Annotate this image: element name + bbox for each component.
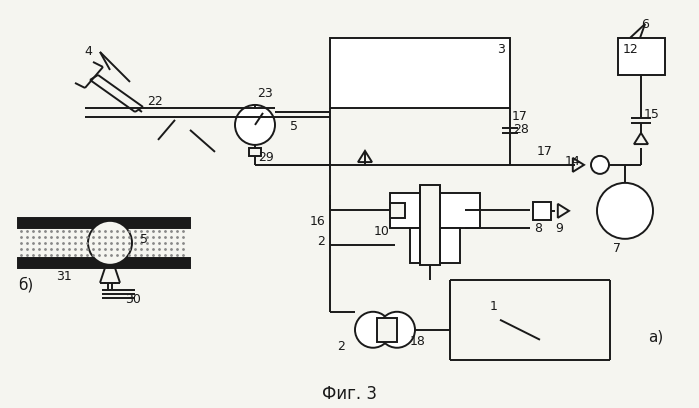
Text: 6: 6 (641, 18, 649, 31)
Text: 17: 17 (512, 110, 528, 123)
Circle shape (597, 183, 653, 239)
Text: Фиг. 3: Фиг. 3 (322, 385, 377, 403)
Circle shape (591, 156, 609, 174)
Text: 5: 5 (140, 233, 148, 246)
Text: 3: 3 (497, 43, 505, 56)
Text: 15: 15 (644, 108, 660, 121)
Bar (249, 148, 261, 156)
Text: 2: 2 (337, 340, 345, 353)
Text: 29: 29 (258, 151, 274, 164)
Bar (420, 185, 440, 265)
Text: 1: 1 (490, 300, 498, 313)
Circle shape (88, 221, 132, 265)
Bar (390, 193, 480, 228)
Polygon shape (634, 133, 648, 144)
Text: 31: 31 (56, 270, 72, 283)
Text: 4: 4 (84, 45, 92, 58)
Bar (18, 218, 190, 228)
Text: 5: 5 (290, 120, 298, 133)
Text: 7: 7 (613, 242, 621, 255)
Bar (533, 202, 551, 220)
Polygon shape (558, 204, 569, 218)
Circle shape (235, 105, 275, 145)
Text: 9: 9 (555, 222, 563, 235)
Text: 18: 18 (410, 335, 426, 348)
Text: б): б) (18, 277, 34, 293)
Text: 2: 2 (317, 235, 325, 248)
Bar (618, 38, 665, 75)
Circle shape (355, 312, 391, 348)
Polygon shape (358, 151, 372, 162)
Bar (18, 258, 190, 268)
Text: 8: 8 (534, 222, 542, 235)
Text: 23: 23 (257, 87, 273, 100)
Circle shape (379, 312, 415, 348)
Text: 16: 16 (309, 215, 325, 228)
Text: 17: 17 (537, 145, 553, 158)
Bar (390, 203, 405, 218)
Text: 12: 12 (623, 43, 639, 56)
Text: 14: 14 (565, 155, 581, 168)
Text: а): а) (648, 330, 663, 345)
Text: 22: 22 (147, 95, 163, 108)
Bar (330, 38, 510, 108)
Text: 28: 28 (513, 123, 529, 136)
Bar (377, 318, 397, 342)
Text: 30: 30 (125, 293, 141, 306)
Bar (410, 228, 460, 263)
Text: 10: 10 (374, 225, 390, 238)
Polygon shape (572, 158, 584, 172)
